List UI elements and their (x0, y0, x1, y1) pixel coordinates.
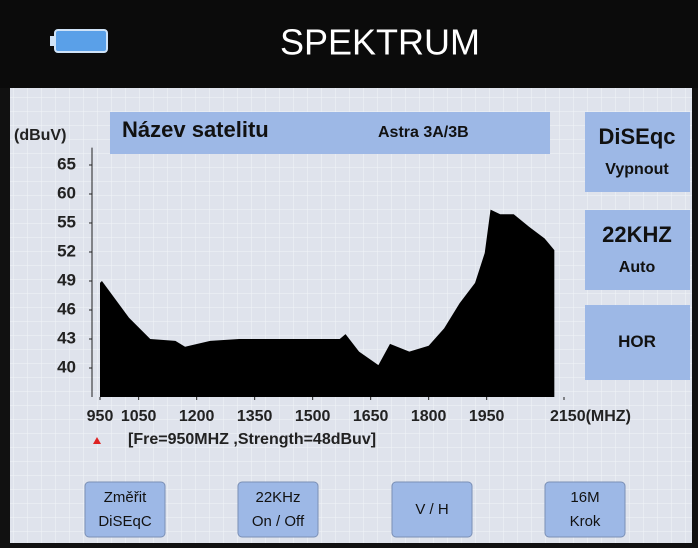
battery-icon (55, 30, 107, 52)
bottom-button-label: Krok (570, 513, 601, 530)
y-tick-label: 60 (57, 183, 76, 202)
y-axis-label: (dBuV) (14, 127, 66, 144)
x-tick-label: 1650 (353, 408, 389, 425)
y-tick-label: 49 (57, 270, 76, 289)
bottom-button-label: 22KHz (255, 489, 300, 506)
x-tick-label: 1800 (411, 408, 447, 425)
x-tick-label: 1050 (121, 408, 157, 425)
bottom-button-label: 16M (570, 489, 599, 506)
screen: SPEKTRUM Název satelitu Astra 3A/3B DiSE… (0, 0, 698, 548)
x-tick-label: 1950 (469, 408, 505, 425)
status-line: [Fre=950MHZ ,Strength=48dBuv] (128, 431, 376, 448)
bottom-button-label: On / Off (252, 513, 305, 530)
bottom-button-label: V / H (415, 501, 448, 518)
x-tick-label: 1350 (237, 408, 273, 425)
satellite-label: Název satelitu (122, 117, 269, 142)
side-button-title: 22KHZ (602, 222, 672, 247)
bottom-button-label: Změřit (104, 489, 147, 506)
x-tick-label: 1200 (179, 408, 215, 425)
side-button-value: Vypnout (605, 161, 669, 178)
side-button-title: HOR (618, 332, 656, 351)
battery-tip (50, 36, 56, 46)
y-tick-label: 55 (57, 212, 76, 231)
side-button-value: Auto (619, 259, 656, 276)
y-tick-label: 52 (57, 241, 76, 260)
y-tick-label: 65 (57, 154, 76, 173)
bottom-button-label: DiSEqC (98, 513, 152, 530)
y-tick-label: 43 (57, 328, 76, 347)
x-tick-label: 950 (87, 408, 114, 425)
satellite-value: Astra 3A/3B (378, 124, 469, 141)
y-tick-label: 46 (57, 299, 76, 318)
screen-title: SPEKTRUM (280, 22, 480, 63)
x-tick-label: 2150(MHZ) (550, 408, 631, 425)
page: SPEKTRUM Název satelitu Astra 3A/3B DiSE… (0, 0, 698, 548)
side-button-title: DiSEqc (598, 124, 675, 149)
y-tick-label: 40 (57, 357, 76, 376)
x-tick-label: 1500 (295, 408, 331, 425)
